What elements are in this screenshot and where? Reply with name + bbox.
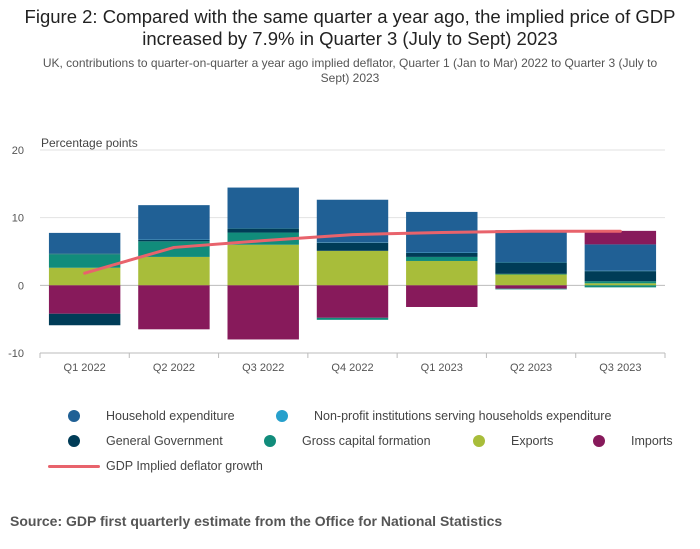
bar-segment [495, 273, 567, 275]
legend-swatch [68, 435, 80, 447]
bar-segment [48, 267, 121, 286]
bar-segment [584, 285, 657, 288]
legend-label: Imports [631, 434, 673, 448]
gdp-deflator-line [83, 229, 622, 275]
bar-segment [138, 239, 210, 242]
y-tick-label: 20 [12, 145, 24, 157]
bar-segment [227, 285, 299, 340]
bar-segment [495, 274, 567, 286]
gdp-deflator-line-path [83, 229, 622, 275]
legend-label: Exports [511, 434, 554, 448]
stacked-bar-chart: -10 0 10 20 Q1 2022 Q2 2022 Q3 2022 Q4 2022 Q1 2… [8, 136, 666, 374]
bar-segment [316, 317, 389, 320]
legend-swatch [264, 435, 276, 447]
bar-segment [495, 230, 567, 262]
legend-swatch [276, 410, 288, 422]
bar-segment [48, 253, 121, 255]
bar-segment [495, 288, 567, 290]
x-tick-label: Q1 2022 [64, 362, 106, 374]
bar-segment [227, 244, 299, 286]
bar-segment [138, 256, 210, 286]
x-tick-label: Q3 2023 [599, 362, 641, 374]
bar-segment [48, 232, 121, 254]
bar-segment [316, 242, 389, 251]
legend-line-swatch [48, 465, 100, 468]
bar-segment [227, 187, 299, 229]
bar-segment [495, 262, 567, 274]
bar-segment [138, 205, 210, 240]
bar-segment [138, 285, 210, 330]
chart-subtitle: UK, contributions to quarter-on-quarter … [42, 56, 658, 85]
legend-swatch [68, 410, 80, 422]
bar-segment [584, 281, 657, 284]
legend-label: GDP Implied deflator growth [106, 459, 263, 473]
y-tick-label: -10 [8, 348, 24, 360]
x-tick-label: Q2 2022 [153, 362, 195, 374]
legend-label: Non-profit institutions serving househol… [314, 409, 612, 423]
y-axis-label: Percentage points [41, 136, 138, 150]
bar-segment [584, 244, 657, 271]
source-note: Source: GDP first quarterly estimate fro… [10, 513, 503, 529]
bar-segment [48, 285, 121, 314]
y-tick-label: 10 [12, 213, 24, 225]
x-tick-label: Q2 2023 [510, 362, 552, 374]
bar-segment [584, 271, 657, 282]
bar-segment [406, 285, 478, 307]
bar-segment [316, 285, 389, 318]
legend-swatch [473, 435, 485, 447]
bar-segment [406, 256, 478, 261]
bar-segment [48, 254, 121, 268]
bar-segment [584, 230, 657, 245]
legend-label: Household expenditure [106, 409, 235, 423]
x-tick-label: Q1 2023 [421, 362, 463, 374]
y-tick-label: 0 [18, 280, 24, 292]
bar-segment [406, 260, 478, 286]
bar-segment [227, 228, 299, 233]
axis-labels: -10 0 10 20 Q1 2022 Q2 2022 Q3 2022 Q4 2022 Q1 2… [8, 136, 641, 374]
x-tick-label: Q3 2022 [242, 362, 284, 374]
bar-segment [48, 313, 121, 326]
legend-label: General Government [106, 434, 223, 448]
legend-label: Gross capital formation [302, 434, 431, 448]
bar-segment [316, 250, 389, 286]
bars [48, 187, 657, 340]
bar-segment [406, 252, 478, 257]
bar-segment [495, 285, 567, 289]
legend-swatch [593, 435, 605, 447]
chart-title: Figure 2: Compared with the same quarter… [24, 6, 676, 49]
x-tick-label: Q4 2022 [331, 362, 373, 374]
bar-segment [584, 283, 657, 286]
